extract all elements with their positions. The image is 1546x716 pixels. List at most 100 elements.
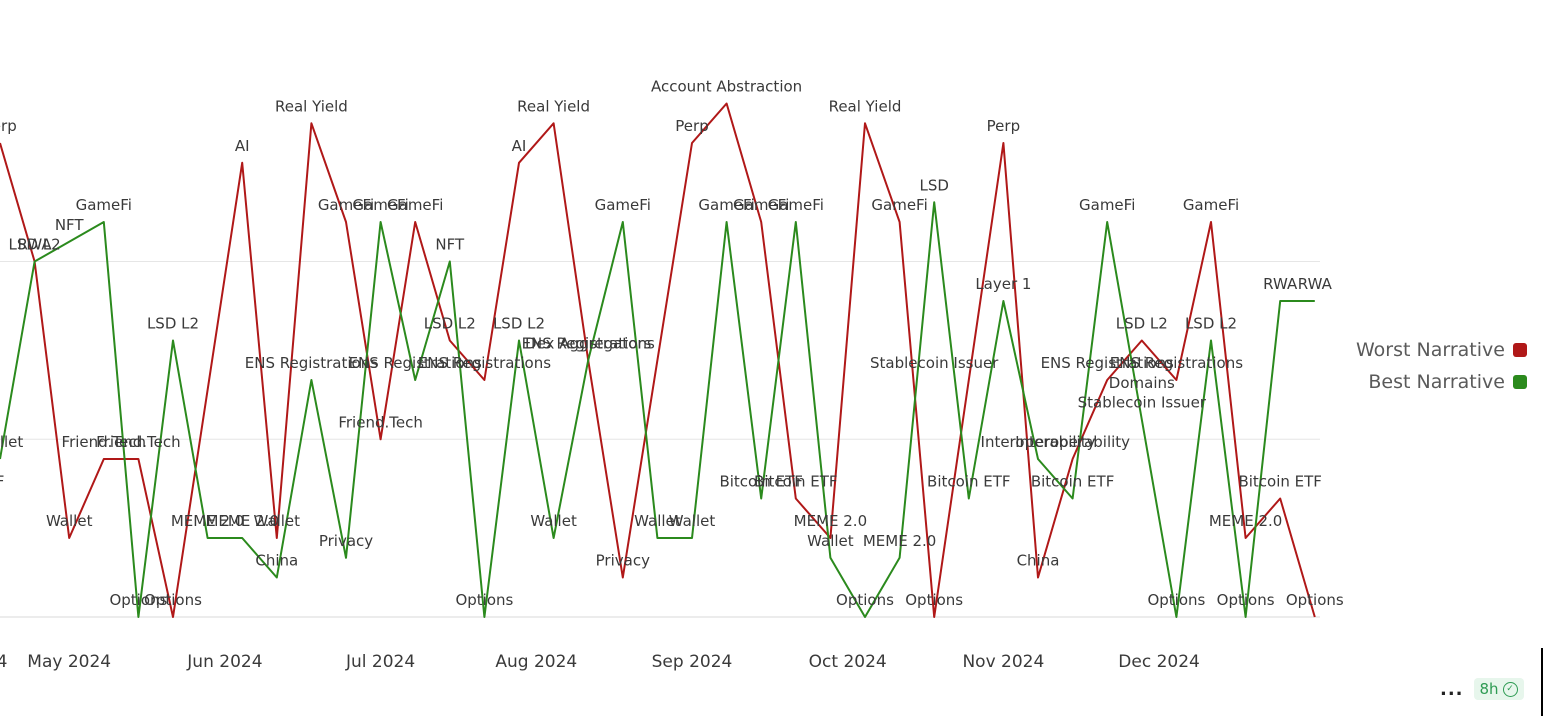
data-label: ENS Registrations <box>245 354 378 372</box>
more-options-button[interactable]: ... <box>1440 678 1464 700</box>
data-label: Options <box>1217 591 1275 609</box>
data-label: Wallet <box>530 512 577 530</box>
data-label: MEME 2.0 <box>794 512 867 530</box>
data-label: RWA <box>18 236 53 254</box>
data-label: MEME 2.0 <box>205 512 278 530</box>
data-label: NFT <box>435 236 465 254</box>
data-label: Options <box>836 591 894 609</box>
x-tick-label: Jul 2024 <box>345 652 415 672</box>
data-label: Dex Aggregators <box>525 334 651 352</box>
data-label: Wallet <box>669 512 716 530</box>
data-label: Bitcoin ETF <box>719 473 802 491</box>
data-label: GameFi <box>76 196 132 214</box>
series-line-best[interactable] <box>0 201 1315 618</box>
x-tick-label: Jun 2024 <box>186 652 262 672</box>
data-label: AI <box>512 137 527 155</box>
data-label: LSD L2 <box>1185 315 1237 333</box>
divider <box>1541 648 1543 716</box>
legend-swatch-worst <box>1512 343 1527 357</box>
x-tick-label: Dec 2024 <box>1118 652 1200 672</box>
data-label: Friend.Tech <box>62 433 147 451</box>
data-label: RWA <box>1298 275 1333 293</box>
data-label: ENS Registrations <box>1041 354 1174 372</box>
data-label: Privacy <box>596 552 650 570</box>
data-label: Interoperability <box>1015 433 1130 451</box>
status-bar: ... 8h ✓ <box>1440 678 1524 700</box>
data-label: MEME 2.0 <box>171 512 244 530</box>
data-label: Bitcoin ETF <box>927 473 1010 491</box>
legend-label-best: Best Narrative <box>1368 371 1505 393</box>
data-label: Interoperability <box>981 433 1096 451</box>
data-label: LSD L2 <box>493 315 545 333</box>
legend-item-worst[interactable]: Worst Narrative <box>1356 334 1527 366</box>
data-label: China <box>1017 552 1060 570</box>
status-badge[interactable]: 8h ✓ <box>1473 678 1524 700</box>
data-label: Layer 1 <box>975 275 1031 293</box>
data-label: GameFi <box>595 196 651 214</box>
data-label: Wallet <box>46 512 93 530</box>
data-label: LSD L2 <box>424 315 476 333</box>
data-label: Stablecoin Issuer <box>870 354 999 372</box>
data-label: GameFi <box>871 196 927 214</box>
data-label: Perp <box>675 117 708 135</box>
data-label: LSD L2 <box>9 236 61 254</box>
data-label: MEME 2.0 <box>863 532 936 550</box>
legend-label-worst: Worst Narrative <box>1356 339 1505 361</box>
data-label: NFT <box>55 216 85 234</box>
data-label: Friend.Tech <box>338 413 423 431</box>
x-tick-label: 4 <box>0 652 7 672</box>
data-label: Options <box>905 591 963 609</box>
data-label: Bitcoin ETF <box>1031 473 1114 491</box>
data-label: Options <box>109 591 167 609</box>
x-tick-label: Sep 2024 <box>652 652 733 672</box>
data-label: AI <box>235 137 250 155</box>
data-label: GameFi <box>1183 196 1239 214</box>
data-label: Options <box>1147 591 1205 609</box>
x-tick-label: Oct 2024 <box>809 652 887 672</box>
data-label: Wallet <box>807 532 854 550</box>
series-line-worst[interactable] <box>0 102 1316 618</box>
data-label: Wallet <box>254 512 301 530</box>
x-tick-label: Nov 2024 <box>962 652 1044 672</box>
data-label: Real Yield <box>829 97 902 115</box>
data-label: Perp <box>0 117 17 135</box>
data-label: Account Abstraction <box>651 78 802 96</box>
data-label: Bitcoin ETF <box>1238 473 1321 491</box>
data-label: Real Yield <box>517 97 590 115</box>
data-label: ENS Registrations <box>522 334 655 352</box>
legend: Worst Narrative Best Narrative <box>1356 334 1527 398</box>
x-tick-label: Aug 2024 <box>495 652 577 672</box>
data-label: Options <box>455 591 513 609</box>
x-axis-ticks: 4 May 2024 Jun 2024 Jul 2024 Aug 2024 Sep 202… <box>0 652 1200 672</box>
grid-lines <box>0 261 1320 618</box>
data-label: LSD L2 <box>1116 315 1168 333</box>
data-label: ENS Registrations <box>349 354 482 372</box>
data-label: Wallet <box>634 512 681 530</box>
data-label: Options <box>1286 591 1344 609</box>
data-label: F <box>0 473 4 491</box>
data-label: GameFi <box>733 196 789 214</box>
data-label: GameFi <box>1079 196 1135 214</box>
data-label: RWA <box>1263 275 1298 293</box>
data-label: China <box>255 552 298 570</box>
data-label: Stablecoin Issuer <box>1078 394 1207 412</box>
x-tick-label: May 2024 <box>27 652 111 672</box>
series-lines <box>0 102 1316 618</box>
data-label: Wallet <box>0 433 23 451</box>
data-label: GameFi <box>768 196 824 214</box>
data-label: LSD L2 <box>147 315 199 333</box>
data-label: Real Yield <box>275 97 348 115</box>
data-label: GameFi <box>318 196 374 214</box>
data-label: Friend.Tech <box>96 433 181 451</box>
legend-item-best[interactable]: Best Narrative <box>1356 366 1527 398</box>
data-label: ENS Registrations <box>418 354 551 372</box>
legend-swatch-best <box>1512 375 1527 389</box>
status-badge-text: 8h <box>1479 680 1499 698</box>
data-label: GameFi <box>387 196 443 214</box>
data-label: Bitcoin ETF <box>754 473 837 491</box>
data-label: MEME 2.0 <box>1209 512 1282 530</box>
check-circle-icon: ✓ <box>1502 681 1518 697</box>
data-label: GameFi <box>352 196 408 214</box>
point-labels: PerpLSD L2WalletFriend.TechFriend.TechOp… <box>0 78 1344 610</box>
